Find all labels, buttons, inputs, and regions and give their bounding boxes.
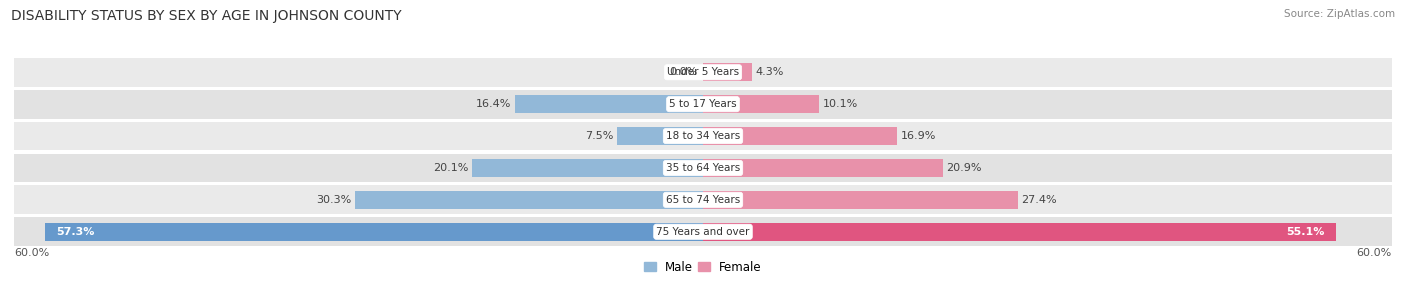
Text: 60.0%: 60.0%: [14, 248, 49, 258]
Text: 27.4%: 27.4%: [1021, 195, 1057, 205]
Bar: [703, 159, 943, 177]
Text: DISABILITY STATUS BY SEX BY AGE IN JOHNSON COUNTY: DISABILITY STATUS BY SEX BY AGE IN JOHNS…: [11, 9, 402, 23]
Text: 35 to 64 Years: 35 to 64 Years: [666, 163, 740, 173]
Text: 18 to 34 Years: 18 to 34 Years: [666, 131, 740, 141]
Text: 20.1%: 20.1%: [433, 163, 468, 173]
Text: 16.4%: 16.4%: [475, 99, 512, 109]
Text: Under 5 Years: Under 5 Years: [666, 67, 740, 77]
Bar: [617, 127, 703, 145]
Bar: [703, 191, 1018, 209]
Text: 20.9%: 20.9%: [946, 163, 981, 173]
Text: 57.3%: 57.3%: [56, 227, 96, 237]
Bar: [703, 95, 818, 113]
Bar: [14, 90, 1392, 119]
Bar: [14, 58, 1392, 87]
Text: 5 to 17 Years: 5 to 17 Years: [669, 99, 737, 109]
Bar: [14, 154, 1392, 182]
Bar: [356, 191, 703, 209]
Bar: [515, 95, 703, 113]
Text: 30.3%: 30.3%: [316, 195, 352, 205]
Text: 16.9%: 16.9%: [900, 131, 936, 141]
Legend: Male, Female: Male, Female: [640, 256, 766, 278]
Text: 0.0%: 0.0%: [669, 67, 697, 77]
Bar: [703, 64, 752, 81]
Bar: [14, 217, 1392, 246]
Text: 55.1%: 55.1%: [1286, 227, 1324, 237]
Text: 65 to 74 Years: 65 to 74 Years: [666, 195, 740, 205]
Text: 4.3%: 4.3%: [756, 67, 785, 77]
Text: 60.0%: 60.0%: [1357, 248, 1392, 258]
Text: 7.5%: 7.5%: [585, 131, 613, 141]
Text: 75 Years and over: 75 Years and over: [657, 227, 749, 237]
Text: 10.1%: 10.1%: [823, 99, 858, 109]
Text: Source: ZipAtlas.com: Source: ZipAtlas.com: [1284, 9, 1395, 19]
Bar: [472, 159, 703, 177]
Bar: [703, 127, 897, 145]
Bar: [45, 223, 703, 240]
Bar: [14, 185, 1392, 214]
Bar: [14, 122, 1392, 150]
Bar: [703, 223, 1336, 240]
